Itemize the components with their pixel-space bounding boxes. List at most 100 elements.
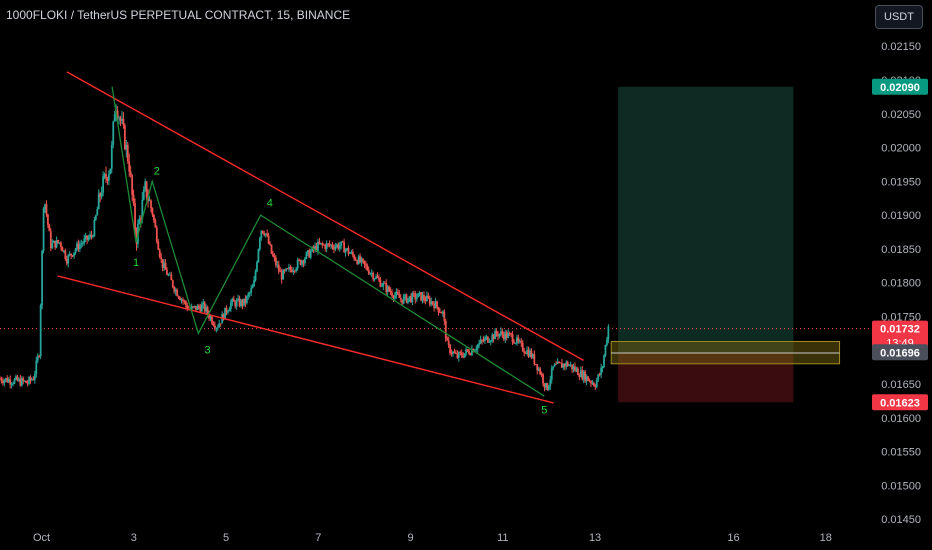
candle-body bbox=[116, 110, 119, 119]
trendline-lower[interactable] bbox=[57, 275, 554, 404]
candle-body bbox=[177, 296, 180, 298]
y-tick-label: 0.01600 bbox=[881, 413, 921, 425]
candle-body bbox=[337, 244, 340, 249]
candle-body bbox=[261, 230, 264, 234]
candle-body bbox=[482, 340, 485, 342]
y-tick-label: 0.01650 bbox=[881, 379, 921, 391]
candle-body bbox=[144, 181, 147, 190]
x-tick-label: 18 bbox=[820, 532, 832, 544]
candle-body bbox=[105, 174, 107, 179]
candle-body bbox=[228, 308, 231, 312]
candle-body bbox=[347, 248, 350, 254]
candle-body bbox=[100, 192, 103, 197]
candle-body bbox=[510, 333, 512, 335]
candle-body bbox=[235, 300, 238, 307]
candle-body bbox=[6, 378, 9, 383]
candle-body bbox=[439, 312, 441, 313]
candle-body bbox=[150, 200, 152, 209]
candle-body bbox=[607, 326, 610, 340]
candle-body bbox=[12, 383, 14, 385]
candle-body bbox=[410, 296, 412, 303]
candle-body bbox=[405, 294, 408, 303]
candle-body bbox=[601, 366, 604, 369]
candle-body bbox=[606, 339, 608, 345]
trendline-upper[interactable] bbox=[66, 71, 584, 362]
candle-body bbox=[489, 340, 492, 342]
candle-body bbox=[237, 298, 240, 301]
candle-body bbox=[566, 362, 569, 366]
candle-body bbox=[15, 376, 17, 380]
candle-body bbox=[232, 298, 235, 302]
candle-body bbox=[200, 304, 203, 312]
candle-body bbox=[68, 253, 71, 256]
candle-body bbox=[81, 243, 84, 244]
candle-body bbox=[328, 243, 331, 246]
wedge-trendlines[interactable] bbox=[57, 71, 584, 404]
candle-body bbox=[444, 320, 447, 339]
candle-body bbox=[218, 323, 221, 328]
candle-body bbox=[309, 251, 312, 258]
candle-body bbox=[456, 353, 459, 358]
candle-body bbox=[64, 250, 67, 259]
candle-body bbox=[245, 296, 248, 304]
candle-body bbox=[31, 379, 33, 381]
wave-polyline[interactable] bbox=[111, 86, 545, 397]
candle-body bbox=[380, 285, 383, 287]
candle-body bbox=[250, 288, 253, 293]
elliott-wave-path[interactable] bbox=[111, 86, 545, 397]
current-price-badge-text: 0.01732 bbox=[880, 324, 920, 336]
candle-body bbox=[341, 241, 344, 243]
candle-body bbox=[282, 270, 285, 280]
wave-label-3: 3 bbox=[205, 345, 211, 357]
candle-body bbox=[302, 260, 305, 264]
target-zone[interactable] bbox=[618, 86, 794, 353]
candle-body bbox=[231, 298, 234, 303]
candle-body bbox=[447, 340, 450, 345]
candle-body bbox=[86, 235, 89, 240]
candle-body bbox=[299, 259, 302, 265]
candle-body bbox=[206, 307, 209, 314]
candle-body bbox=[110, 144, 113, 169]
candle-body bbox=[376, 276, 379, 278]
candle-body bbox=[222, 314, 225, 320]
candle-body bbox=[167, 274, 170, 276]
candle-body bbox=[568, 365, 571, 366]
candle-body bbox=[272, 253, 274, 257]
candle-body bbox=[94, 215, 97, 220]
candle-body bbox=[408, 296, 411, 299]
y-tick-label: 0.01550 bbox=[881, 447, 921, 459]
long-position-tool[interactable] bbox=[610, 86, 841, 403]
candle-body bbox=[402, 296, 405, 304]
candle-body bbox=[7, 379, 10, 383]
candle-body bbox=[412, 293, 415, 294]
candle-body bbox=[604, 344, 607, 356]
candle-body bbox=[561, 362, 563, 368]
candle-body bbox=[266, 233, 269, 236]
candle-body bbox=[260, 230, 263, 238]
candle-body bbox=[578, 375, 581, 377]
candle-body bbox=[125, 144, 128, 150]
candle-body bbox=[478, 343, 481, 345]
x-tick-label: 5 bbox=[223, 532, 229, 544]
x-tick-label: 13 bbox=[589, 532, 601, 544]
candle-body bbox=[600, 368, 603, 375]
candle-body bbox=[508, 333, 511, 335]
candle-body bbox=[270, 244, 273, 254]
candle-body bbox=[176, 289, 179, 297]
candle-body bbox=[404, 294, 407, 297]
candle-body bbox=[215, 328, 218, 330]
candle-body bbox=[70, 253, 73, 256]
candle-body bbox=[569, 364, 572, 366]
candle-body bbox=[549, 379, 552, 386]
candle-body bbox=[134, 203, 136, 231]
currency-button[interactable]: USDT bbox=[875, 5, 923, 29]
candle-body bbox=[465, 349, 467, 354]
candle-body bbox=[369, 273, 372, 275]
candle-body bbox=[121, 118, 123, 121]
candle-body bbox=[28, 377, 30, 384]
candle-body bbox=[227, 311, 229, 313]
candle-body bbox=[17, 378, 20, 381]
x-axis-tick-labels: Oct 3 5 7 9 11 13 16 18 bbox=[33, 532, 832, 544]
candle-body bbox=[267, 235, 270, 244]
